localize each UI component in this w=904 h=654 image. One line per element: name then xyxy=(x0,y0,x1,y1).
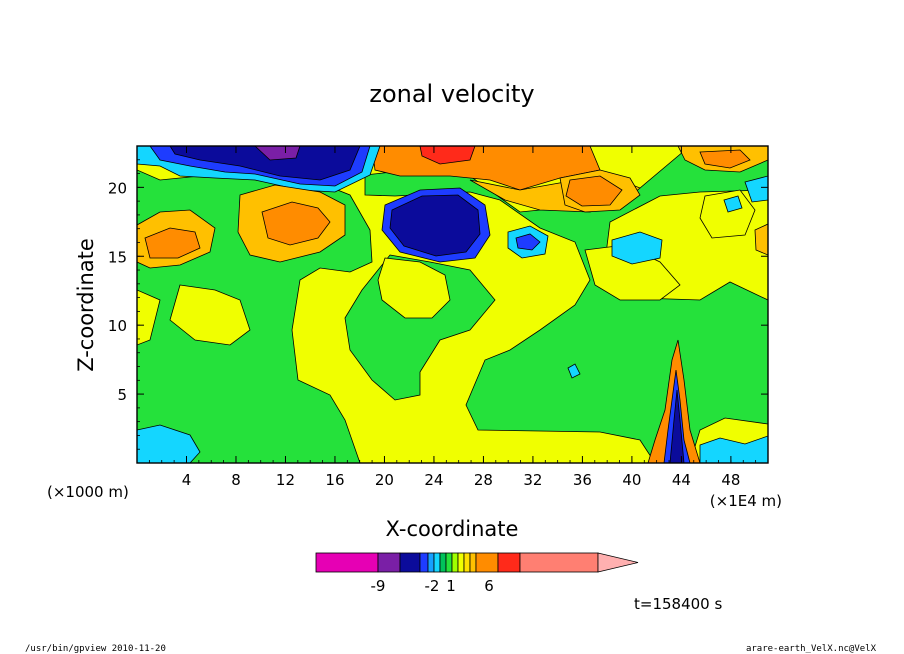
x-tick-label: 36 xyxy=(573,471,592,489)
x-unit-left: (×1000 m) xyxy=(47,483,129,501)
x-tick-label: 12 xyxy=(276,471,295,489)
colorbar-label: 1 xyxy=(446,577,456,595)
colorbar-segment xyxy=(399,552,421,573)
y-tick-label: 5 xyxy=(117,386,127,404)
x-tick-label: 48 xyxy=(721,471,740,489)
footer-right: arare-earth_VelX.nc@VelX xyxy=(746,644,877,654)
y-tick-label: 10 xyxy=(108,317,127,335)
region-blue xyxy=(515,233,541,251)
region-navy xyxy=(669,389,685,463)
plot-area xyxy=(137,146,768,463)
x-tick-label: 44 xyxy=(672,471,691,489)
colorbar-segment xyxy=(519,552,599,573)
region-yellow xyxy=(377,257,451,319)
x-axis-label: X-coordinate xyxy=(386,517,519,541)
colorbar-segment xyxy=(419,552,429,573)
footer-left: /usr/bin/gpview 2010-11-20 xyxy=(25,644,166,654)
x-tick-label: 28 xyxy=(474,471,493,489)
y-axis-label: Z-coordinate xyxy=(74,238,98,372)
colorbar-arrow xyxy=(597,552,639,573)
x-tick-label: 4 xyxy=(182,471,192,489)
x-tick-label: 8 xyxy=(231,471,241,489)
colorbar-segment xyxy=(457,552,465,573)
region-navy xyxy=(389,194,481,257)
region-orange xyxy=(261,201,331,246)
x-tick-label: 40 xyxy=(622,471,641,489)
y-tick-label: 15 xyxy=(108,248,127,266)
colorbar-label: 6 xyxy=(484,577,494,595)
colorbar-segment xyxy=(439,552,447,573)
colorbar-label: -2 xyxy=(425,577,440,595)
region-yellow xyxy=(169,284,251,346)
region-orange xyxy=(144,227,201,259)
colorbar-segment xyxy=(451,552,459,573)
region-cyan xyxy=(744,175,768,203)
region-cyan xyxy=(723,195,743,213)
colorbar xyxy=(315,552,639,573)
colorbar-labels: -9 -2 1 6 xyxy=(371,577,494,595)
colorbar-segment xyxy=(475,552,499,573)
colorbar-segment xyxy=(445,552,453,573)
colorbar-segment xyxy=(427,552,435,573)
colorbar-segment xyxy=(315,552,379,573)
x-tick-label: 32 xyxy=(523,471,542,489)
x-tick-label: 24 xyxy=(424,471,443,489)
chart-title: zonal velocity xyxy=(369,80,534,108)
colorbar-label: -9 xyxy=(371,577,386,595)
colorbar-segment xyxy=(463,552,471,573)
colorbar-segment xyxy=(433,552,441,573)
region-cyan xyxy=(699,435,768,463)
region-cyan xyxy=(567,363,581,379)
y-tick-label: 20 xyxy=(108,179,127,197)
region-yellow xyxy=(137,289,161,346)
region-cyan xyxy=(137,424,201,463)
region-cyan xyxy=(611,231,663,265)
region-purple xyxy=(254,146,301,161)
x-tick-label: 20 xyxy=(375,471,394,489)
region-yellow-orange xyxy=(754,223,768,256)
colorbar-segment xyxy=(469,552,477,573)
x-tick-label: 16 xyxy=(325,471,344,489)
plot-frame xyxy=(136,145,769,464)
region-orange xyxy=(565,175,623,207)
x-unit-right: (×1E4 m) xyxy=(710,492,782,510)
region-navy xyxy=(169,146,361,181)
region-green xyxy=(364,146,768,463)
colorbar-segment xyxy=(497,552,521,573)
region-orange xyxy=(699,149,751,169)
region-yellow xyxy=(699,189,756,239)
colorbar-segment xyxy=(377,552,401,573)
time-label: t=158400 s xyxy=(634,595,722,613)
